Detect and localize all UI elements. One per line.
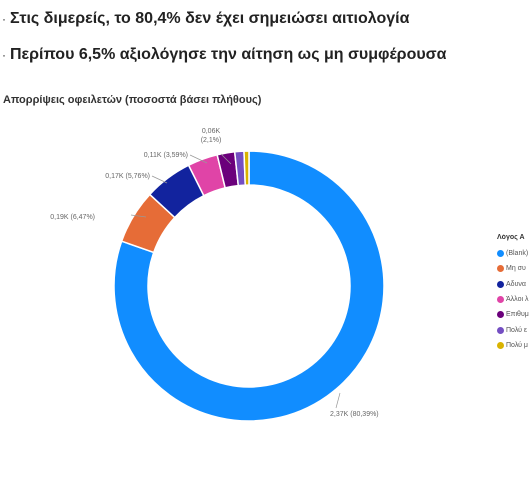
legend-item-1[interactable]: Μη συ [497, 261, 530, 276]
data-label-0: 2,37K (80,39%) [330, 411, 379, 418]
data-label-leader-0 [335, 392, 341, 409]
legend-label: Αδυνα [506, 280, 526, 288]
legend-item-2[interactable]: Αδυνα [497, 277, 530, 292]
bullet-text: Στις διμερείς, το 80,4% δεν έχει σημειώσ… [10, 10, 410, 27]
data-label-3: 0,11K (3,59%) [144, 152, 188, 159]
donut-slice-0[interactable] [113, 150, 385, 422]
legend-item-5[interactable]: Πολύ ε [497, 322, 530, 337]
legend-label: (Blank) [506, 250, 529, 258]
legend-label: Πολύ μ [506, 341, 528, 349]
legend-label: Άλλοι λ [506, 296, 529, 304]
legend-item-3[interactable]: Άλλοι λ [497, 292, 530, 307]
bullet-line-2: · Περίπου 6,5% αξιολόγησε την αίτηση ως μ… [2, 46, 446, 64]
data-label-1: 0,19K (6,47%) [50, 214, 95, 221]
bullet-marker: · [2, 12, 6, 26]
chart-title: Απορρίψεις οφειλετών (ποσοστά βάσει πλήθ… [3, 94, 262, 106]
legend-swatch [497, 341, 504, 349]
legend-swatch [497, 311, 504, 319]
legend-label: Μη συ [506, 265, 526, 273]
bullet-text: Περίπου 6,5% αξιολόγησε την αίτηση ως μη… [10, 46, 447, 63]
data-label-2: 0,17K (5,76%) [105, 173, 150, 180]
data-label-leader-2 [151, 175, 168, 184]
legend-label: Πολύ ε [506, 326, 528, 334]
bullet-marker: · [2, 48, 6, 62]
donut-slice-6[interactable] [243, 150, 250, 186]
data-label-4: 0,06K [202, 128, 221, 135]
legend: Λόγος Α (Blank) Μη συ Αδυνα Άλλοι λ Επιθυμ Πο… [497, 234, 530, 353]
bullet-line-1: · Στις διμερείς, το 80,4% δεν έχει σημειώ… [2, 10, 409, 28]
data-label-leader-1 [130, 214, 147, 218]
data-label-4: (2,1%) [201, 137, 222, 144]
legend-label: Επιθυμ [506, 311, 529, 319]
legend-swatch [497, 280, 504, 288]
legend-item-4[interactable]: Επιθυμ [497, 307, 530, 322]
legend-swatch [497, 250, 504, 258]
legend-item-0[interactable]: (Blank) [497, 246, 530, 261]
legend-item-6[interactable]: Πολύ μ [497, 338, 530, 353]
data-label-leader-4 [220, 153, 232, 165]
data-label-leader-3 [189, 154, 208, 164]
legend-swatch [497, 265, 504, 273]
legend-title: Λόγος Α [497, 234, 525, 241]
legend-swatch [497, 296, 504, 304]
legend-swatch [497, 326, 504, 334]
